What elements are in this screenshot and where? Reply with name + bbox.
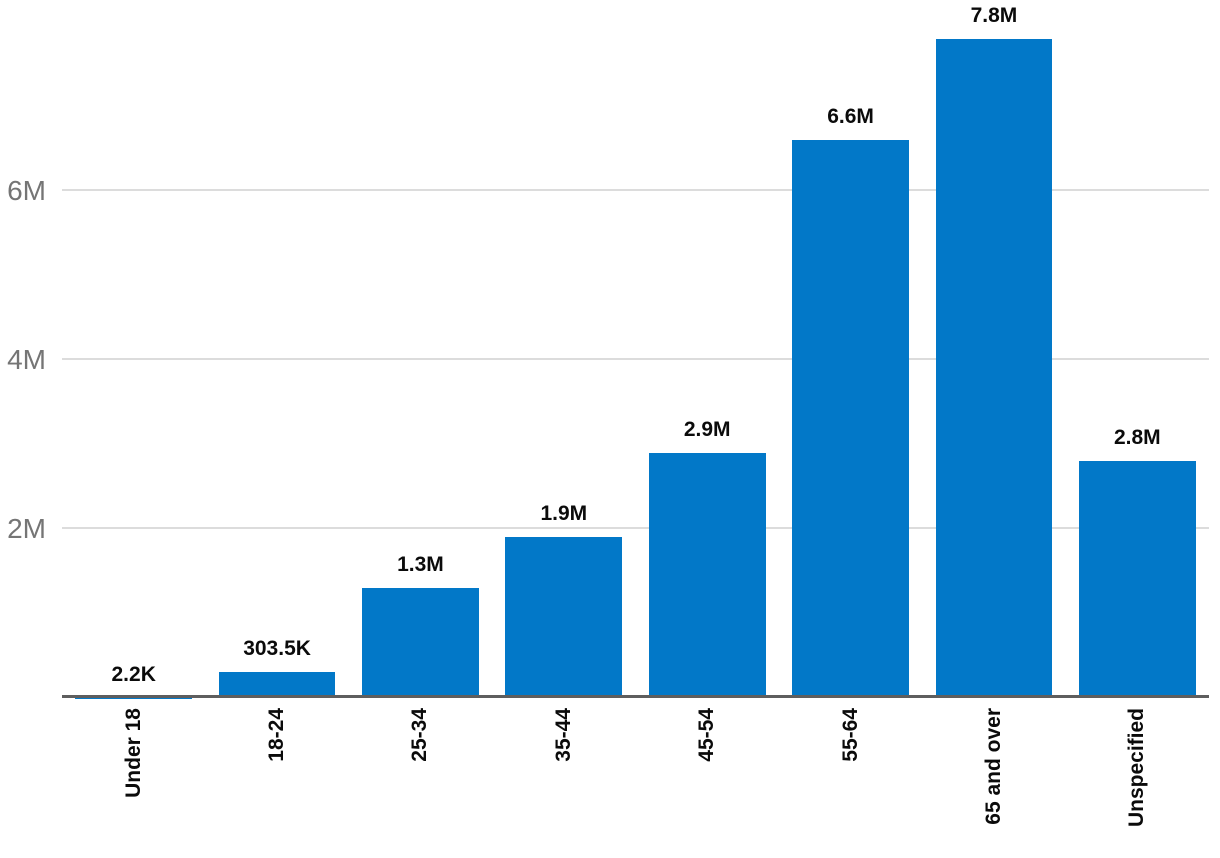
x-tick-cell: 35-44 xyxy=(492,700,635,858)
bar-column: 2.2K xyxy=(62,0,205,698)
x-tick-cell: 25-34 xyxy=(349,700,492,858)
x-tick-cell: 18-24 xyxy=(205,700,348,858)
bar-value-label: 303.5K xyxy=(243,637,311,661)
x-category-label: 18-24 xyxy=(265,708,289,762)
bar-column: 1.9M xyxy=(492,0,635,698)
bar-value-label: 1.3M xyxy=(397,553,444,577)
bar-column: 1.3M xyxy=(349,0,492,698)
bar-column: 6.6M xyxy=(779,0,922,698)
y-tick-label: 6M xyxy=(7,174,46,206)
x-tick-cell: Under 18 xyxy=(62,700,205,858)
bar-value-label: 2.9M xyxy=(683,417,731,441)
y-tick-label: 2M xyxy=(7,513,46,544)
bar-value-label: 6.6M xyxy=(827,105,874,129)
bar[interactable] xyxy=(648,452,766,698)
bar-value-label: 7.8M xyxy=(970,3,1018,27)
bar-column: 7.8M xyxy=(922,0,1065,698)
x-category-label: 55-64 xyxy=(838,708,862,762)
bar[interactable] xyxy=(505,537,623,698)
x-axis-labels: Under 18 18-24 25-34 35-44 45-54 55-64 65 and … xyxy=(62,700,1209,858)
x-tick-cell: Unspecified xyxy=(1066,700,1209,858)
y-tick-label: 4M xyxy=(7,344,46,375)
bar-value-label: 2.8M xyxy=(1113,426,1161,450)
x-axis-line xyxy=(62,695,1209,698)
plot-area: 2.2K 303.5K 1.3M 1.9M 2.9M 6.6M 7.8M 2.8M xyxy=(62,0,1209,698)
gridline xyxy=(62,527,1209,529)
x-tick-cell: 45-54 xyxy=(636,700,779,858)
bars-row: 2.2K 303.5K 1.3M 1.9M 2.9M 6.6M 7.8M 2.8M xyxy=(62,0,1209,698)
gridline xyxy=(62,358,1209,360)
x-category-label: Unspecified xyxy=(1125,708,1149,828)
bar-column: 303.5K xyxy=(205,0,348,698)
bar[interactable] xyxy=(935,38,1053,698)
x-tick-cell: 65 and over xyxy=(922,700,1065,858)
bar[interactable] xyxy=(218,672,336,698)
bar-value-label: 1.9M xyxy=(540,502,588,526)
x-category-label: Under 18 xyxy=(121,708,145,798)
x-category-label: 65 and over xyxy=(981,708,1005,825)
x-category-label: 25-34 xyxy=(408,708,432,762)
x-tick-cell: 55-64 xyxy=(779,700,922,858)
bar[interactable] xyxy=(1078,461,1196,698)
bar-column: 2.8M xyxy=(1066,0,1209,698)
x-category-label: 45-54 xyxy=(695,708,719,762)
x-category-label: 35-44 xyxy=(551,708,575,762)
y-axis-labels: 2M 4M 6M xyxy=(0,0,46,698)
bar-value-label: 2.2K xyxy=(111,662,156,686)
bar[interactable] xyxy=(362,588,479,698)
gridline xyxy=(62,188,1209,191)
bar[interactable] xyxy=(792,140,909,698)
bar-column: 2.9M xyxy=(636,0,779,698)
